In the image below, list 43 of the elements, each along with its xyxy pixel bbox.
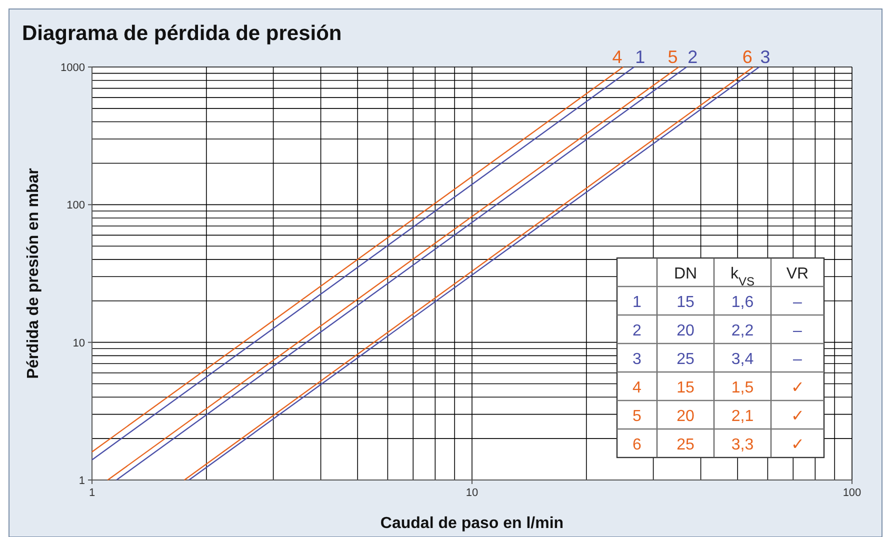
- annotation: ✓: [791, 379, 804, 396]
- annotation: 5: [632, 408, 642, 425]
- annotation: 25: [676, 350, 694, 368]
- y-tick-label: 1000: [60, 62, 85, 74]
- x-axis-title: Caudal de paso en l/min: [380, 515, 564, 532]
- annotation: 1: [632, 294, 642, 311]
- y-tick-label: 10: [72, 337, 85, 350]
- series-label: 2: [688, 47, 698, 67]
- annotation: 25: [676, 436, 694, 454]
- annotation: DN: [674, 265, 698, 282]
- annotation: –: [793, 350, 802, 368]
- series-label: 1: [635, 47, 646, 67]
- annotation: 2,1: [731, 408, 754, 425]
- y-tick-label: 1: [78, 475, 85, 487]
- annotation: k$_{VS}$: [730, 265, 755, 288]
- annotation: –: [793, 294, 802, 311]
- annotation: 15: [676, 379, 694, 396]
- y-tick-label: 100: [66, 200, 85, 212]
- annotation: 20: [676, 408, 694, 425]
- series-label: 6: [742, 47, 752, 67]
- annotation: 2,2: [731, 322, 754, 340]
- annotation: ✓: [791, 408, 804, 425]
- annotation: 2: [632, 322, 642, 340]
- x-tick-label: 100: [842, 487, 862, 499]
- annotation: –: [793, 322, 802, 340]
- annotation: 15: [676, 294, 694, 311]
- annotation: ✓: [791, 436, 804, 454]
- annotation: 3,4: [731, 350, 754, 368]
- y-axis-title: Pérdida de presión en mbar: [25, 168, 42, 379]
- annotation: 3: [632, 350, 642, 368]
- series-label: 3: [760, 47, 770, 67]
- annotation: VR: [786, 265, 809, 282]
- chart-title: Diagrama de pérdida de presión: [22, 22, 342, 45]
- annotation: 1,6: [731, 294, 754, 311]
- annotation: 3,3: [731, 436, 754, 454]
- annotation: 6: [632, 436, 642, 454]
- annotation: 4: [632, 379, 642, 396]
- series-label: 5: [668, 47, 678, 67]
- x-tick-label: 10: [466, 487, 478, 499]
- x-tick-label: 1: [88, 487, 96, 499]
- series-label: 4: [612, 47, 622, 67]
- annotation: 1,5: [731, 379, 754, 396]
- annotation: 20: [676, 322, 694, 340]
